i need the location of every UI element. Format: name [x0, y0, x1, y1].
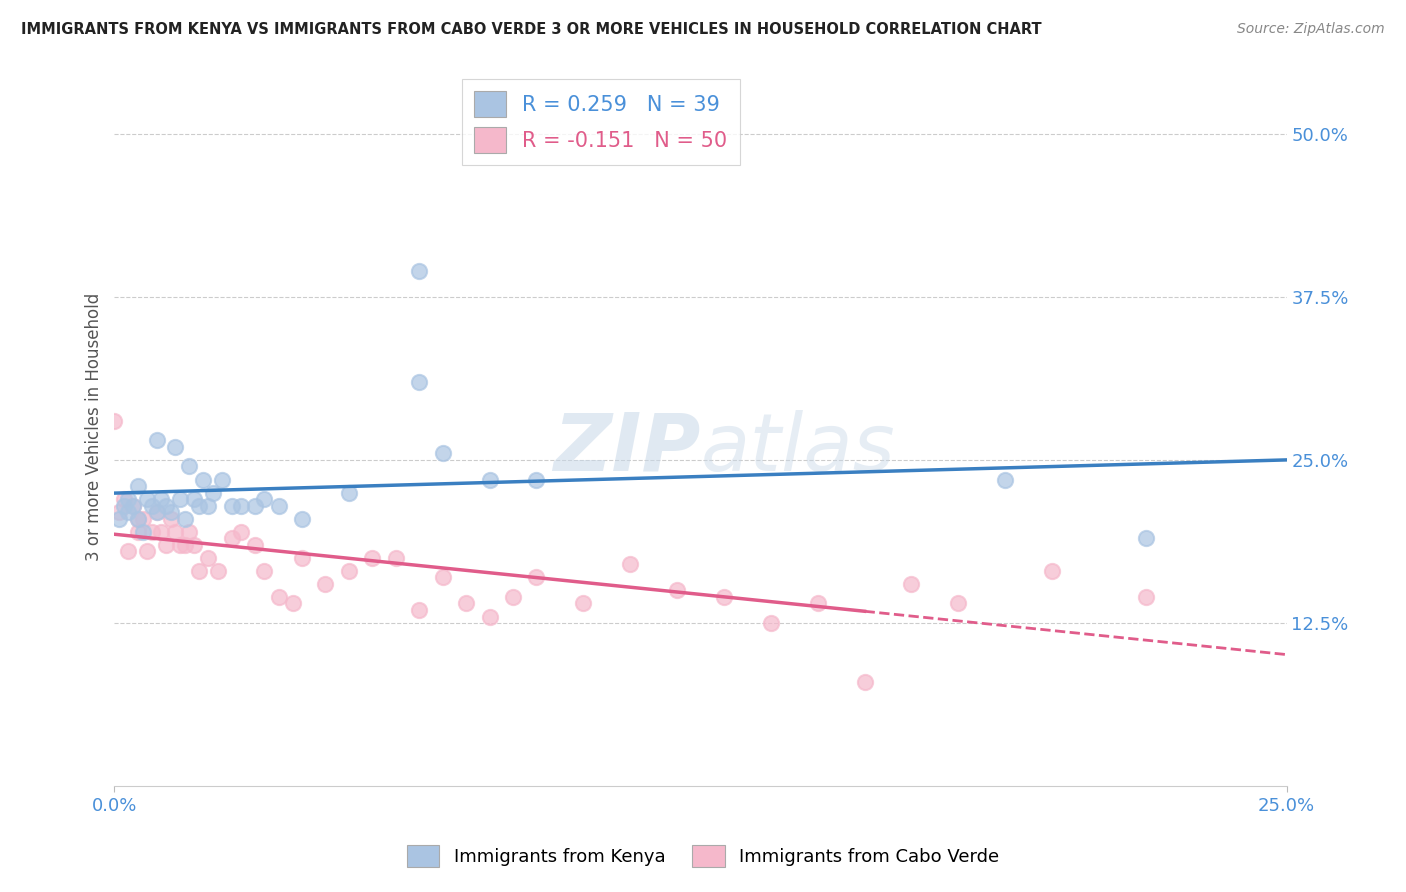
Point [193, 473, 215, 487]
Text: Source: ZipAtlas.com: Source: ZipAtlas.com [1237, 22, 1385, 37]
Point [173, 538, 195, 552]
Point [267, 499, 290, 513]
Point [127, 524, 149, 539]
Point [165, 524, 187, 539]
Point [165, 440, 187, 454]
Point [117, 492, 139, 507]
Point [145, 434, 167, 448]
Point [183, 538, 205, 552]
Point [187, 564, 209, 578]
Point [807, 597, 830, 611]
Point [478, 609, 501, 624]
Point [853, 674, 876, 689]
Point [526, 570, 548, 584]
Point [454, 597, 477, 611]
Point [267, 590, 290, 604]
Point [229, 499, 252, 513]
Point [502, 590, 524, 604]
Point [159, 511, 181, 525]
Point [337, 485, 360, 500]
Y-axis label: 3 or more Vehicles in Household: 3 or more Vehicles in Household [86, 293, 103, 561]
Point [136, 492, 159, 507]
Point [408, 603, 430, 617]
Point [131, 511, 153, 525]
Point [145, 505, 167, 519]
Legend: Immigrants from Kenya, Immigrants from Cabo Verde: Immigrants from Kenya, Immigrants from C… [399, 838, 1007, 874]
Point [150, 524, 173, 539]
Point [291, 511, 314, 525]
Point [221, 499, 243, 513]
Point [112, 499, 135, 513]
Point [103, 414, 125, 428]
Point [179, 459, 201, 474]
Point [526, 473, 548, 487]
Point [1135, 531, 1157, 545]
Point [127, 511, 149, 525]
Point [141, 524, 163, 539]
Point [169, 492, 191, 507]
Point [108, 511, 131, 525]
Point [900, 577, 922, 591]
Point [478, 473, 501, 487]
Point [314, 577, 336, 591]
Text: atlas: atlas [700, 409, 896, 488]
Point [666, 583, 689, 598]
Point [201, 485, 224, 500]
Point [408, 264, 430, 278]
Point [183, 492, 205, 507]
Point [122, 499, 145, 513]
Point [150, 492, 173, 507]
Point [253, 564, 276, 578]
Point [948, 597, 970, 611]
Point [179, 524, 201, 539]
Point [253, 492, 276, 507]
Point [173, 511, 195, 525]
Point [155, 538, 177, 552]
Legend: R = 0.259   N = 39, R = -0.151   N = 50: R = 0.259 N = 39, R = -0.151 N = 50 [461, 78, 740, 165]
Point [136, 544, 159, 558]
Point [155, 499, 177, 513]
Point [759, 615, 782, 630]
Point [187, 499, 209, 513]
Point [127, 479, 149, 493]
Point [243, 538, 266, 552]
Point [281, 597, 304, 611]
Text: ZIP: ZIP [553, 409, 700, 488]
Point [337, 564, 360, 578]
Point [291, 550, 314, 565]
Text: IMMIGRANTS FROM KENYA VS IMMIGRANTS FROM CABO VERDE 3 OR MORE VEHICLES IN HOUSEH: IMMIGRANTS FROM KENYA VS IMMIGRANTS FROM… [21, 22, 1042, 37]
Point [131, 524, 153, 539]
Point [122, 499, 145, 513]
Point [361, 550, 384, 565]
Point [117, 544, 139, 558]
Point [127, 511, 149, 525]
Point [108, 505, 131, 519]
Point [112, 492, 135, 507]
Point [207, 564, 229, 578]
Point [1040, 564, 1063, 578]
Point [572, 597, 595, 611]
Point [229, 524, 252, 539]
Point [141, 499, 163, 513]
Point [145, 505, 167, 519]
Point [713, 590, 735, 604]
Point [197, 550, 219, 565]
Point [117, 505, 139, 519]
Point [408, 375, 430, 389]
Point [243, 499, 266, 513]
Point [169, 538, 191, 552]
Point [432, 570, 454, 584]
Point [432, 446, 454, 460]
Point [384, 550, 406, 565]
Point [211, 473, 233, 487]
Point [197, 499, 219, 513]
Point [1135, 590, 1157, 604]
Point [221, 531, 243, 545]
Point [619, 558, 641, 572]
Point [994, 473, 1017, 487]
Point [159, 505, 181, 519]
